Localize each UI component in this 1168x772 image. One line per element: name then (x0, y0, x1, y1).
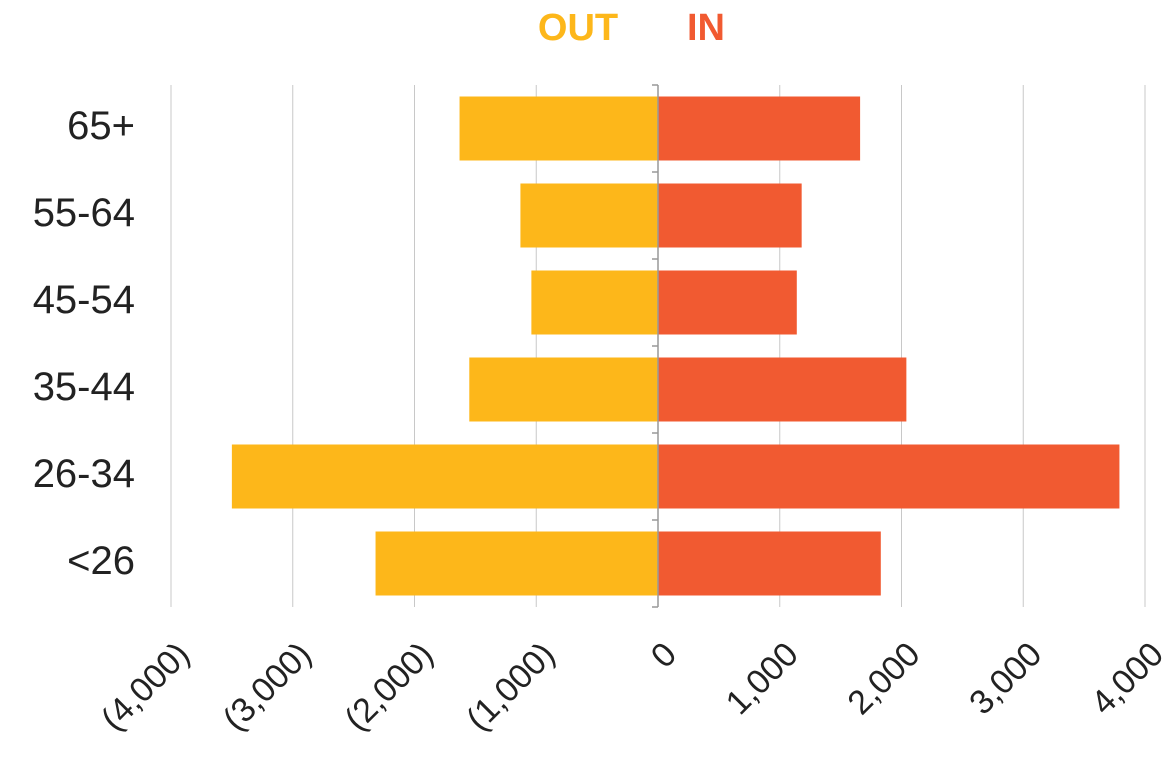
bar (231, 444, 658, 509)
y-tick-label: 55-64 (33, 191, 135, 235)
bar (658, 270, 797, 335)
y-tick-label: <26 (67, 539, 135, 583)
x-tick-label: 3,000 (962, 635, 1049, 722)
y-tick-label: 35-44 (33, 365, 135, 409)
bar (658, 531, 881, 596)
bar (658, 96, 861, 161)
bar (375, 531, 658, 596)
x-tick-label: (1,000) (459, 635, 562, 738)
bar (658, 357, 907, 422)
bar (658, 183, 802, 248)
bar (520, 183, 658, 248)
y-tick-label: 26-34 (33, 452, 135, 496)
bar (658, 444, 1120, 509)
bar (531, 270, 658, 335)
legend-label: OUT (538, 7, 618, 49)
y-tick-label: 45-54 (33, 278, 135, 322)
x-tick-label: 2,000 (840, 635, 927, 722)
bar (469, 357, 658, 422)
x-tick-label: 0 (644, 635, 684, 675)
x-tick-label: (4,000) (94, 635, 197, 738)
x-tick-label: (3,000) (216, 635, 319, 738)
x-tick-label: 1,000 (719, 635, 806, 722)
x-tick-label: (2,000) (337, 635, 440, 738)
bar (459, 96, 658, 161)
y-tick-label: 65+ (67, 104, 135, 148)
x-tick-label: 4,000 (1084, 635, 1168, 722)
legend-label: IN (687, 7, 725, 49)
